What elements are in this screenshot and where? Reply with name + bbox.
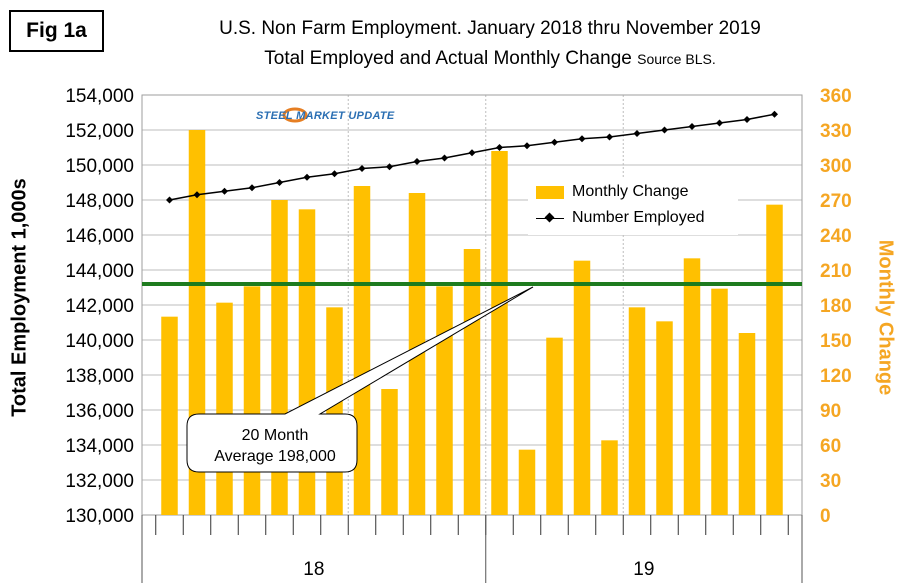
point-number-employed (248, 184, 256, 192)
average-callout-text: 20 Month Average 198,000 (190, 425, 360, 467)
y-tick-label-left: 130,000 (65, 506, 134, 527)
y-tick-label-left: 146,000 (65, 226, 134, 247)
y-tick-label-right: 270 (820, 191, 852, 212)
point-number-employed (606, 133, 613, 141)
point-number-employed (166, 196, 173, 204)
bar-monthly-change (683, 258, 701, 515)
point-number-employed (771, 110, 778, 118)
bar-monthly-change (518, 449, 536, 515)
x-year-label: 18 (303, 559, 324, 580)
legend-line-swatch (536, 212, 564, 225)
point-number-employed (743, 116, 751, 123)
point-number-employed (358, 165, 366, 172)
bar-monthly-change (711, 288, 728, 515)
point-number-employed (496, 144, 503, 151)
bar-monthly-change (161, 316, 178, 515)
y-tick-label-left: 144,000 (65, 261, 134, 282)
y-axis-right-label: Monthly Change (874, 239, 897, 396)
point-number-employed (578, 135, 586, 143)
x-year-label: 19 (633, 559, 654, 580)
y-tick-label-left: 134,000 (65, 436, 134, 457)
y-tick-label-right: 150 (820, 331, 852, 352)
y-tick-label-left: 152,000 (65, 121, 134, 142)
y-tick-label-right: 90 (820, 401, 841, 422)
point-number-employed (193, 191, 201, 199)
y-tick-label-left: 138,000 (65, 366, 134, 387)
y-tick-label-left: 150,000 (65, 156, 134, 177)
y-tick-label-left: 142,000 (65, 296, 134, 317)
y-tick-label-right: 30 (820, 471, 841, 492)
point-number-employed (523, 142, 531, 150)
title-main: Total Employed and Actual Monthly Change (264, 48, 632, 69)
y-tick-label-right: 180 (820, 296, 852, 317)
point-number-employed (303, 173, 311, 181)
legend-label-monthly-change: Monthly Change (572, 183, 689, 200)
legend-item-number-employed: Number Employed (536, 207, 705, 229)
y-tick-label-right: 120 (820, 366, 852, 387)
bar-monthly-change (381, 389, 398, 515)
y-axis-left-label: Total Employment 1,000s (8, 178, 31, 417)
point-number-employed (413, 158, 421, 165)
bar-monthly-change (491, 151, 508, 515)
legend-item-monthly-change: Monthly Change (536, 181, 689, 203)
callout-line-1: 20 Month (241, 427, 309, 444)
y-tick-label-right: 60 (820, 436, 841, 457)
bar-monthly-change (216, 302, 233, 515)
point-number-employed (386, 163, 393, 171)
point-number-employed (688, 123, 696, 130)
bar-monthly-change (573, 260, 591, 515)
y-tick-label-right: 360 (820, 86, 852, 107)
y-tick-label-left: 136,000 (65, 401, 134, 422)
y-tick-label-left: 154,000 (65, 86, 134, 107)
y-tick-label-right: 210 (820, 261, 852, 282)
legend-bar-swatch (536, 185, 564, 199)
title-source: Source BLS. (637, 51, 716, 67)
bar-monthly-change (436, 286, 453, 515)
point-number-employed (276, 179, 283, 186)
point-number-employed (331, 170, 338, 178)
y-tick-label-right: 330 (820, 121, 852, 142)
y-tick-label-right: 300 (820, 156, 852, 177)
bar-monthly-change (738, 333, 756, 515)
logo-swirl-icon (282, 107, 308, 123)
y-tick-label-right: 240 (820, 226, 852, 247)
title-line-1: U.S. Non Farm Employment. January 2018 t… (219, 18, 761, 39)
point-number-employed (661, 126, 668, 134)
bar-monthly-change (656, 321, 673, 515)
y-tick-label-left: 148,000 (65, 191, 134, 212)
point-number-employed (551, 138, 558, 146)
y-tick-label-right: 0 (820, 506, 831, 527)
chart-title: U.S. Non Farm Employment. January 2018 t… (120, 14, 860, 74)
title-line-2: Total Employed and Actual Monthly Change… (120, 44, 860, 74)
point-number-employed (716, 119, 723, 127)
legend-label-number-employed: Number Employed (572, 209, 705, 226)
average-callout-box (186, 286, 534, 473)
steel-market-update-logo: STEEL MARKET UPDATE (256, 110, 395, 122)
bar-monthly-change (546, 337, 563, 515)
bar-monthly-change (628, 307, 646, 515)
point-number-employed (468, 149, 476, 157)
y-tick-label-left: 140,000 (65, 331, 134, 352)
point-number-employed (221, 187, 228, 195)
callout-line-2: Average 198,000 (214, 448, 336, 465)
bar-monthly-change (243, 286, 261, 515)
bar-monthly-change (601, 440, 618, 515)
y-tick-label-left: 132,000 (65, 471, 134, 492)
figure-label: Fig 1a (9, 10, 104, 52)
point-number-employed (633, 130, 641, 137)
bar-monthly-change (766, 204, 783, 515)
legend: Monthly Change Number Employed (528, 177, 738, 235)
bar-monthly-change (353, 186, 371, 515)
bar-monthly-change (326, 307, 343, 515)
point-number-employed (441, 154, 448, 162)
bar-monthly-change (463, 249, 481, 515)
